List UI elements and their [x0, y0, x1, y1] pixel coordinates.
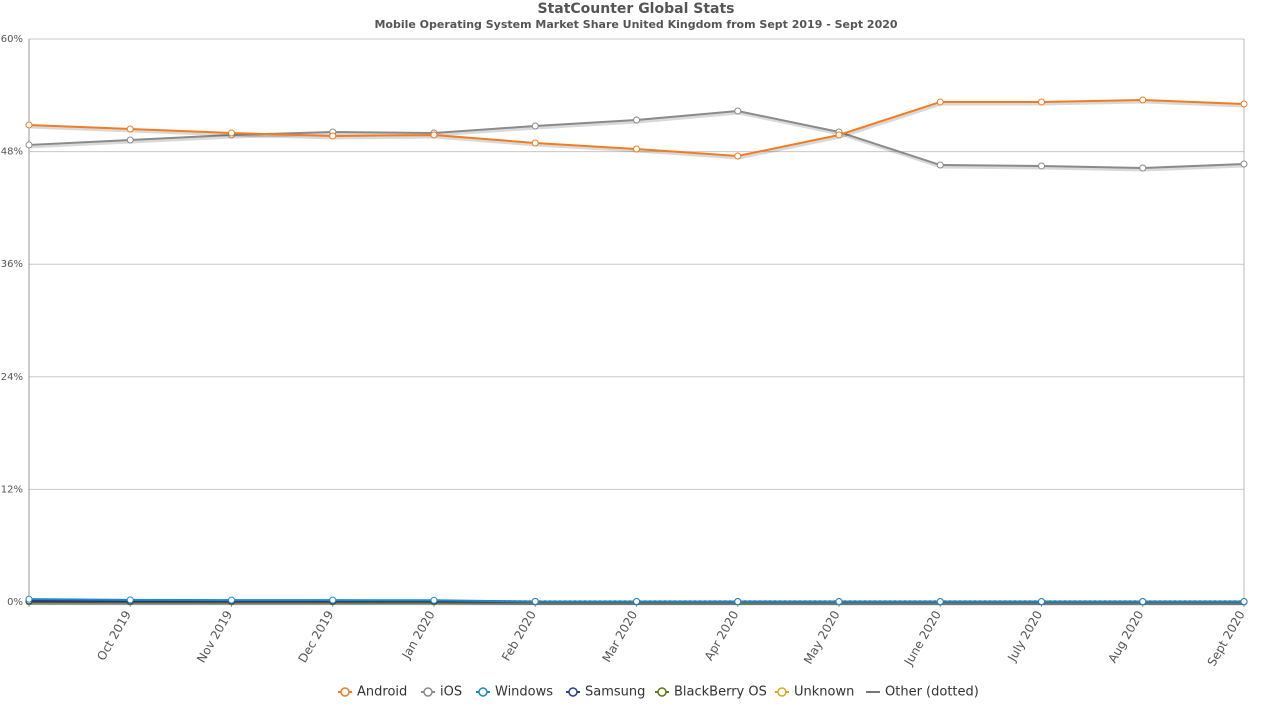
point	[329, 132, 337, 140]
point	[228, 596, 235, 604]
point	[936, 161, 944, 169]
y-tick-label: 12%	[1, 484, 23, 495]
y-tick-label: 60%	[1, 34, 23, 45]
x-tick-label: Dec 2019	[295, 608, 336, 665]
legend-marker	[478, 687, 488, 697]
point	[1240, 160, 1248, 168]
point	[1240, 598, 1248, 606]
point	[430, 596, 438, 604]
point	[25, 141, 33, 149]
x-tick-label: Mar 2020	[600, 608, 641, 664]
point	[126, 136, 134, 144]
point	[835, 598, 843, 606]
x-tick-label: Sept 2020	[1205, 608, 1248, 668]
point	[25, 595, 33, 603]
legend-marker	[423, 687, 433, 697]
point	[531, 122, 539, 130]
legend-label: Android	[357, 685, 407, 700]
chart-subtitle: Mobile Operating System Market Share Uni…	[374, 18, 897, 31]
legend-label: Unknown	[794, 685, 854, 700]
legend-label: iOS	[440, 685, 462, 700]
x-tick-label: Oct 2019	[94, 608, 134, 663]
point	[734, 598, 742, 606]
point	[633, 116, 640, 124]
point	[835, 131, 843, 139]
legend-marker	[568, 687, 578, 697]
point	[1139, 164, 1147, 172]
point	[1139, 598, 1147, 606]
point	[430, 131, 438, 139]
x-tick-label: Aug 2020	[1105, 608, 1146, 665]
point	[25, 121, 33, 129]
legend-label: BlackBerry OS	[674, 685, 767, 700]
legend-label: Windows	[495, 685, 553, 700]
x-tick-label: June 2020	[901, 608, 944, 668]
point	[734, 107, 742, 115]
point	[531, 139, 539, 147]
point	[531, 598, 539, 606]
x-tick-label: Feb 2020	[499, 608, 539, 663]
x-tick-label: Apr 2020	[702, 608, 742, 663]
y-tick-label: 0%	[7, 597, 23, 608]
x-tick-label: May 2020	[801, 608, 843, 666]
point	[734, 152, 742, 160]
x-tick-label: Jan 2020	[399, 608, 438, 662]
legend-label: Other (dotted)	[885, 685, 979, 700]
point	[1240, 100, 1248, 108]
point	[633, 145, 640, 153]
legend-marker	[657, 687, 667, 697]
legend-label: Samsung	[585, 685, 645, 700]
x-tick-label: July 2020	[1005, 608, 1046, 664]
chart-title: StatCounter Global Stats	[537, 1, 734, 17]
legend-marker	[777, 687, 787, 697]
legend-marker	[340, 687, 350, 697]
point	[936, 598, 944, 606]
y-tick-label: 36%	[1, 259, 23, 270]
point	[329, 596, 337, 604]
point	[1139, 96, 1147, 104]
y-tick-label: 48%	[1, 147, 23, 158]
point	[1038, 162, 1045, 170]
point	[1038, 98, 1045, 106]
point	[1038, 598, 1045, 606]
point	[228, 129, 235, 137]
point	[126, 125, 134, 133]
point	[126, 596, 134, 604]
point	[633, 598, 640, 606]
x-tick-label: Nov 2019	[194, 608, 235, 665]
y-tick-label: 24%	[1, 372, 23, 383]
point	[936, 98, 944, 106]
